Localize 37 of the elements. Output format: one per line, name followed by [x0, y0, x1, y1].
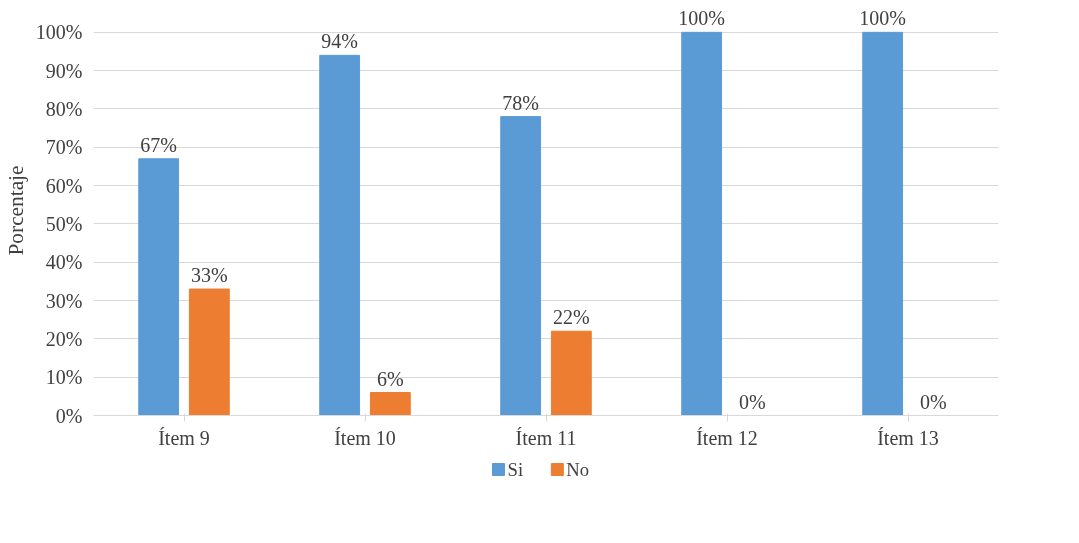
- y-tick-label: 40%: [45, 251, 83, 274]
- bar: [500, 116, 542, 416]
- y-axis-title: Porcentaje: [3, 165, 28, 256]
- x-tick-label: Ítem 11: [515, 426, 577, 449]
- data-label: 22%: [553, 306, 590, 329]
- x-tick-label: Ítem 10: [334, 426, 396, 449]
- data-label: 94%: [321, 30, 358, 53]
- x-tick-label: Ítem 9: [158, 426, 210, 449]
- y-tick-label: 20%: [45, 327, 83, 350]
- bar: [681, 31, 723, 416]
- x-tick-label: Ítem 13: [877, 426, 939, 449]
- y-tick-label: 10%: [45, 366, 83, 389]
- y-tick-label: 50%: [45, 212, 83, 235]
- y-tick-label: 60%: [45, 174, 83, 197]
- data-label: 100%: [678, 7, 725, 30]
- bar: [369, 392, 411, 416]
- bar: [138, 158, 180, 416]
- data-label: 0%: [920, 390, 947, 413]
- data-label: 6%: [377, 367, 404, 390]
- y-tick-label: 80%: [45, 97, 83, 120]
- data-label: 33%: [191, 264, 228, 287]
- y-tick-label: 100%: [35, 21, 83, 44]
- bar: [319, 54, 361, 416]
- y-tick-label: 0%: [55, 404, 83, 427]
- bar: [550, 330, 592, 416]
- bar: [188, 288, 230, 416]
- legend-label: Si: [507, 459, 524, 480]
- y-tick-label: 30%: [45, 289, 83, 312]
- x-tick-label: Ítem 12: [696, 426, 758, 449]
- y-tick-label: 70%: [45, 136, 83, 159]
- data-label: 100%: [859, 7, 906, 30]
- y-tick-label: 90%: [45, 59, 83, 82]
- legend-label: No: [566, 459, 590, 480]
- data-label: 67%: [140, 133, 177, 156]
- data-label: 78%: [502, 91, 539, 114]
- data-label: 0%: [739, 390, 766, 413]
- bar: [862, 31, 904, 416]
